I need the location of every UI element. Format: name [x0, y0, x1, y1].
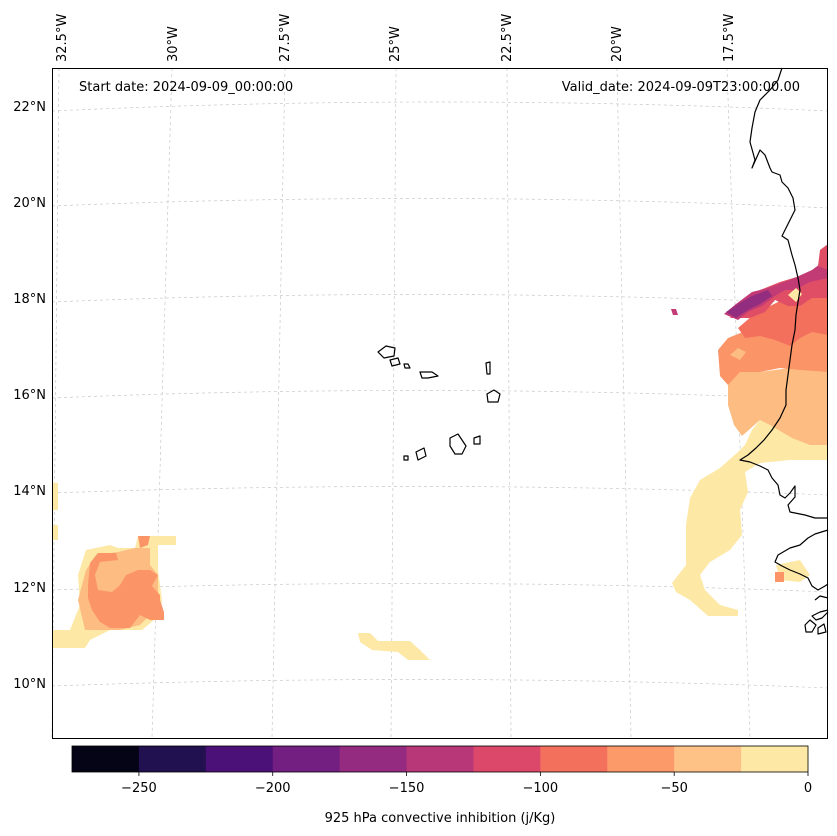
coastline-africa-2 [774, 529, 829, 591]
colorbar-swatch [540, 746, 608, 772]
colorbar-swatch [138, 746, 207, 772]
lat-label-10: 10°N [13, 677, 46, 692]
lat-label-22: 22°N [13, 100, 46, 115]
gridline-lat-14 [51, 486, 829, 496]
lon-label-20: 20°W [610, 26, 625, 62]
colorbar-swatch [406, 746, 474, 772]
colorbar-tick-label: −250 [121, 781, 157, 796]
lon-label-22-5: 22.5°W [500, 14, 515, 62]
gridline-lat-10 [51, 679, 829, 689]
map-frame [52, 68, 828, 739]
contour-east-isolated [671, 309, 678, 315]
island-boa-vista [486, 389, 501, 403]
colorbar-frame [71, 745, 809, 773]
longitude-labels: 32.5°W 30°W 27.5°W 25°W 22.5°W 20°W 17.5… [55, 14, 737, 62]
lon-label-17-5: 17.5°W [722, 14, 737, 62]
colorbar-swatches [72, 746, 809, 772]
island-sao-nicolau [419, 371, 439, 379]
colorbar-tick-label: −100 [523, 781, 559, 796]
gridline-lon-17-5 [726, 67, 751, 739]
gridline-lat-22 [51, 101, 829, 112]
colorbar-label: 925 hPa convective inhibition (j/Kg) [325, 811, 556, 826]
lat-label-14: 14°N [13, 484, 46, 499]
island-santa-luzia [403, 363, 411, 369]
colorbar-tick-label: −50 [660, 781, 687, 796]
contour-east-orange [728, 362, 828, 445]
gridline-lon-32-5 [51, 67, 60, 739]
colorbar-tick-label: −150 [389, 781, 425, 796]
gridline-lon-30 [151, 67, 173, 739]
gridline-lon-25 [390, 67, 397, 739]
colorbar: −250 −200 −150 −100 −50 0 925 hPa convective … [71, 745, 812, 826]
colorbar-swatch [741, 746, 809, 772]
island-brava [403, 455, 409, 461]
contour-east-crimson-2 [818, 244, 828, 270]
colorbar-swatch [72, 746, 140, 772]
map-gridlines [51, 67, 829, 739]
latitude-labels: 22°N 20°N 18°N 16°N 14°N 12°N 10°N [13, 100, 46, 692]
contour-east-purple [726, 290, 772, 318]
gridline-lat-18 [51, 294, 829, 305]
colorbar-swatch [473, 746, 541, 772]
contour-west-coral [88, 553, 164, 628]
lat-label-16: 16°N [13, 388, 46, 403]
colorbar-ticks: −250 −200 −150 −100 −50 0 [121, 772, 812, 796]
island-santiago [449, 433, 467, 455]
colorbar-swatch [607, 746, 675, 772]
lon-label-27-5: 27.5°W [278, 14, 293, 62]
contour-east-orange-small [775, 572, 784, 582]
colorbar-tick-label: 0 [804, 781, 812, 796]
lat-label-12: 12°N [13, 581, 46, 596]
lat-label-18: 18°N [13, 292, 46, 307]
gridline-lon-27-5 [271, 67, 286, 739]
gridline-lon-20 [616, 67, 632, 739]
contour-central-light [358, 633, 430, 660]
lat-label-20: 20°N [13, 196, 46, 211]
island-santo-antao [377, 345, 396, 359]
coastline-africa-3 [804, 595, 829, 635]
lon-label-32-5: 32.5°W [55, 14, 70, 62]
cin-contours [52, 244, 828, 660]
lon-label-25: 25°W [388, 26, 403, 62]
island-maio [473, 435, 481, 445]
colorbar-swatch [674, 746, 742, 772]
coastlines [377, 67, 829, 635]
lon-label-30: 30°W [166, 26, 181, 62]
contour-west-coral-2 [138, 536, 150, 548]
gridline-lat-12 [51, 583, 829, 593]
valid-date-label: Valid_date: 2024-09-09T23:00:00.00 [562, 80, 800, 95]
start-date-label: Start date: 2024-09-09_00:00:00 [79, 80, 293, 95]
colorbar-swatch [205, 746, 274, 772]
island-sao-vicente [389, 357, 401, 367]
colorbar-swatch [272, 746, 341, 772]
coastline-africa [739, 67, 828, 519]
island-sal [485, 361, 491, 375]
colorbar-tick-label: −200 [255, 781, 291, 796]
gridline-lat-16 [51, 390, 829, 401]
island-fogo [415, 447, 427, 461]
gridline-lat-20 [51, 198, 829, 209]
gridline-lon-22-5 [506, 67, 512, 739]
contour-east-inner-orange [730, 348, 746, 360]
colorbar-swatch [339, 746, 408, 772]
